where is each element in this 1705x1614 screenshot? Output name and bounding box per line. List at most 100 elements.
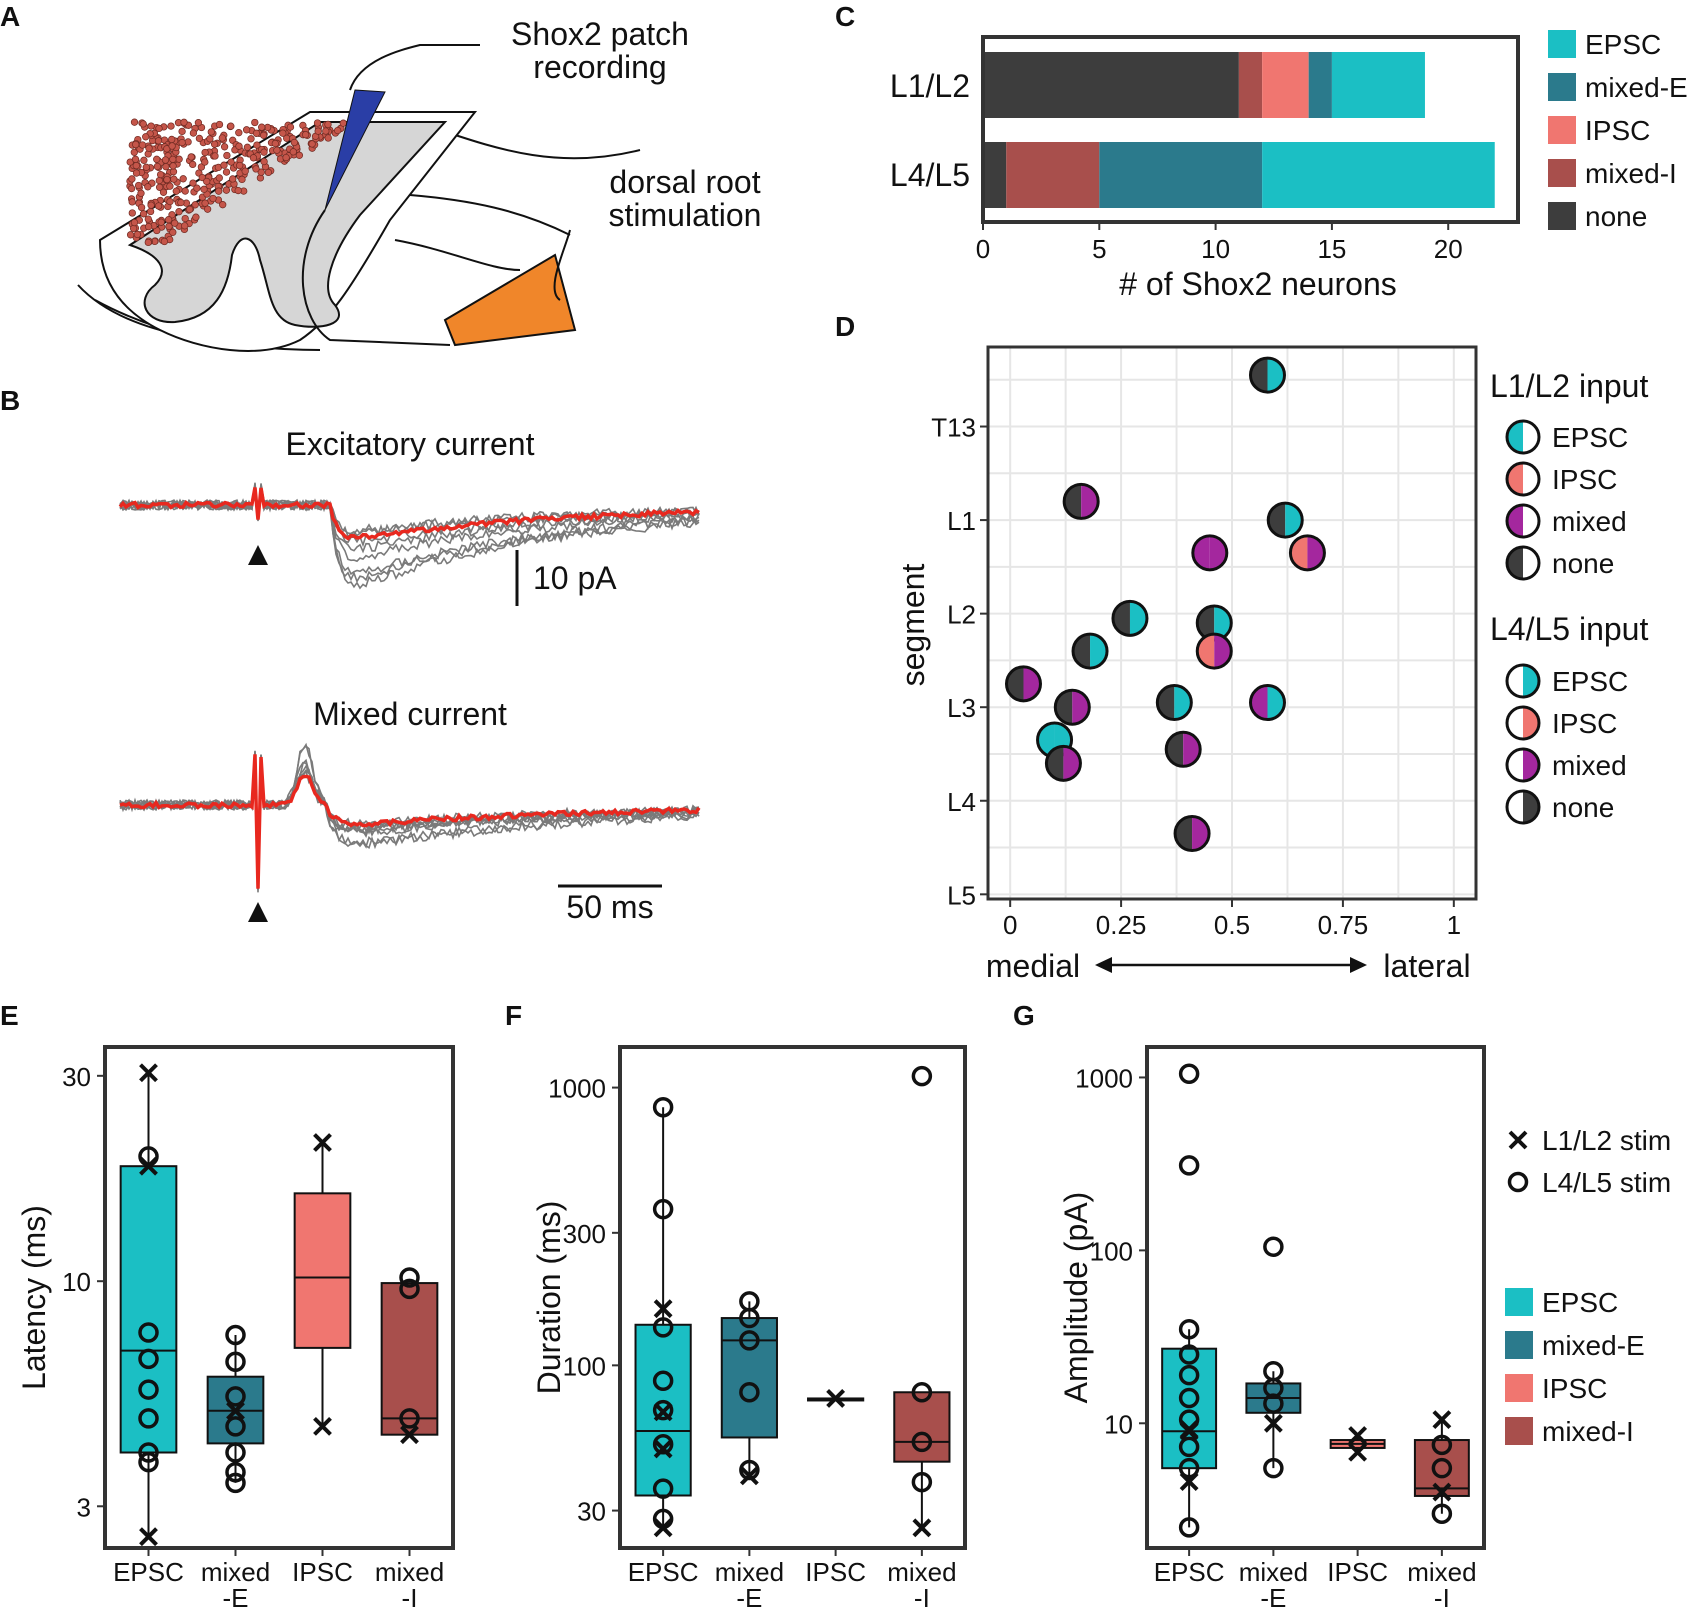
x-tick-label-line: EPSC bbox=[113, 1557, 184, 1587]
point-l4l5-stim bbox=[225, 1472, 246, 1494]
point-l4l5-stim bbox=[739, 1382, 760, 1403]
neuron-dot bbox=[222, 168, 231, 176]
x-tick-label-line: -I bbox=[1434, 1583, 1450, 1613]
panel-d: D T13 L1 L2 L3 L4 L5 0 0.25 0.5 0.75 1 segment med… bbox=[835, 311, 1648, 984]
neuron-dot bbox=[181, 222, 189, 230]
point-l4l5-stim bbox=[652, 1198, 674, 1220]
category-label-l4l5: L4/L5 bbox=[890, 157, 970, 193]
neuron-dot bbox=[177, 198, 185, 207]
neuron-dot bbox=[180, 118, 188, 126]
point-l4l5-stim bbox=[225, 1324, 246, 1346]
neuron-dot bbox=[301, 131, 310, 139]
neuron-dot bbox=[251, 118, 259, 127]
marker-outline bbox=[1505, 461, 1541, 497]
y-tick-label: L4 bbox=[947, 787, 976, 817]
x-tick-label-line: mixed bbox=[1239, 1557, 1308, 1587]
neuron-dot bbox=[195, 134, 204, 143]
point-l4l5-stim bbox=[652, 1399, 674, 1421]
neuron-dot bbox=[160, 237, 169, 246]
point-l1l2-stim bbox=[226, 1401, 245, 1421]
neuron-dot bbox=[181, 187, 189, 195]
panel-label-d: D bbox=[835, 311, 855, 342]
point-l4l5-stim bbox=[1431, 1503, 1453, 1524]
plot-frame bbox=[103, 1045, 455, 1550]
x-axis-label: # of Shox2 neurons bbox=[1119, 266, 1397, 302]
panel-c: C L1/L2 L4/L5 0 5 10 15 20 # of Shox2 neuron… bbox=[835, 1, 1688, 302]
mixed-traces bbox=[119, 742, 701, 893]
y-tick-label: 1000 bbox=[1075, 1063, 1133, 1093]
neuron-marker bbox=[1062, 482, 1100, 520]
neuron-dot bbox=[215, 174, 223, 182]
pipette-leader-line bbox=[349, 44, 480, 91]
point-l1l2-stim bbox=[139, 1527, 158, 1547]
stimulus-arrow bbox=[248, 545, 268, 565]
y-axis-label: Latency (ms) bbox=[16, 1205, 52, 1390]
point-l4l5-stim bbox=[1178, 1387, 1200, 1409]
marker-outline bbox=[1173, 815, 1211, 853]
bar-segment-EPSC bbox=[1262, 142, 1495, 208]
electrode-wire bbox=[553, 229, 571, 301]
neuron-dot bbox=[227, 158, 235, 166]
point-l4l5-stim bbox=[1263, 1393, 1284, 1414]
neuron-dot bbox=[145, 144, 153, 152]
trace-sweep bbox=[119, 745, 700, 886]
x-tick-label: 10 bbox=[1201, 234, 1230, 264]
point-l4l5-stim bbox=[652, 1317, 674, 1338]
marker-right-half bbox=[1214, 606, 1232, 640]
neuron-dot bbox=[257, 168, 265, 176]
x-tick-label: 1 bbox=[1447, 910, 1461, 940]
x-tick-label: mixed -E bbox=[201, 1557, 270, 1613]
neuron-dot bbox=[169, 155, 177, 163]
neuron-dot bbox=[153, 162, 162, 171]
neuron-dot bbox=[289, 148, 297, 156]
point-l4l5-stim bbox=[911, 1471, 933, 1493]
x-tick-label: EPSC bbox=[1154, 1557, 1225, 1587]
point-l4l5-stim bbox=[225, 1461, 246, 1483]
medial-label: medial bbox=[986, 948, 1080, 984]
x-tick-label: EPSC bbox=[113, 1557, 184, 1587]
x-tick-label: mixed -I bbox=[887, 1557, 956, 1613]
neuron-dot bbox=[162, 163, 170, 171]
marker-outline bbox=[1505, 545, 1541, 581]
panel-label-f: F bbox=[505, 1000, 522, 1031]
excitatory-traces bbox=[118, 482, 700, 590]
patch-pipette bbox=[324, 89, 386, 211]
marker-outline bbox=[1071, 632, 1109, 670]
neuron-dot bbox=[175, 208, 183, 216]
legend-swatch-EPSC bbox=[1548, 30, 1576, 58]
neuron-dot bbox=[334, 126, 342, 135]
neuron-dot bbox=[290, 138, 299, 147]
marker-right-half bbox=[1523, 749, 1539, 781]
panel-a: A Shox2 patch recording dorsal root stim… bbox=[0, 1, 761, 352]
point-l4l5-stim bbox=[225, 1416, 246, 1437]
category-label-l1l2: L1/L2 bbox=[890, 68, 970, 104]
dorsal-root bbox=[301, 209, 451, 346]
legend-label: mixed-I bbox=[1585, 158, 1677, 189]
y-tick-label: L2 bbox=[947, 600, 976, 630]
panel-b: B Excitatory current 10 pA Mixed current… bbox=[0, 385, 701, 925]
legend-label: IPSC bbox=[1585, 115, 1650, 146]
x-tick-label-line: mixed bbox=[375, 1557, 444, 1587]
point-l1l2-stim bbox=[653, 1518, 673, 1538]
x-tick-label: mixed -I bbox=[375, 1557, 444, 1613]
neuron-dot bbox=[132, 169, 141, 177]
x-tick-label: 0 bbox=[976, 234, 990, 264]
neuron-dot bbox=[184, 138, 192, 146]
neuron-dot bbox=[219, 201, 227, 209]
point-l4l5-stim bbox=[399, 1278, 420, 1300]
x-tick-label-line: -I bbox=[914, 1583, 930, 1613]
point-l4l5-stim bbox=[399, 1267, 420, 1288]
marker-outline bbox=[1248, 356, 1286, 394]
point-l4l5-stim bbox=[911, 1382, 933, 1403]
legend: EPSC mixed-E IPSC mixed-I none bbox=[1548, 29, 1688, 232]
neuron-dot bbox=[192, 213, 200, 221]
box bbox=[720, 1317, 778, 1439]
x-tick-label-line: -E bbox=[1260, 1583, 1286, 1613]
point-l1l2-stim bbox=[912, 1518, 932, 1538]
patch-label-line2: recording bbox=[533, 49, 666, 85]
legend-swatch-EPSC bbox=[1505, 1288, 1533, 1316]
marker-left-half bbox=[1507, 463, 1523, 495]
neuron-marker bbox=[1004, 665, 1042, 703]
